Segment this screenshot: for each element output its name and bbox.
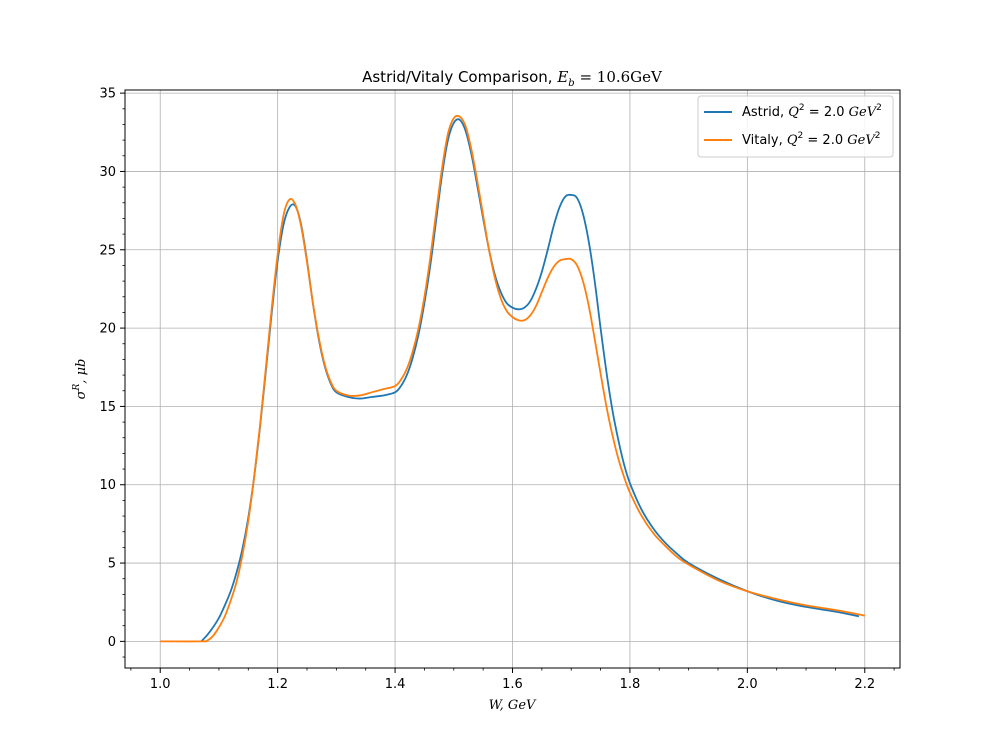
x-tick-label: 1.2 xyxy=(267,677,288,692)
legend-label-vitaly: Vitaly, Q2 = 2.0 GeV2 xyxy=(742,131,880,148)
y-tick-label: 20 xyxy=(99,322,116,337)
x-axis: 1.0 1.2 1.4 1.6 1.8 2.0 2.2 xyxy=(130,668,895,692)
series-layer xyxy=(160,114,865,643)
y-tick-label: 35 xyxy=(99,87,116,102)
legend: Astrid, Q2 = 2.0 GeV2 Vitaly, Q2 = 2.0 G… xyxy=(697,95,894,158)
x-tick-label: 2.2 xyxy=(854,677,875,692)
x-axis-label: W, GeV xyxy=(489,698,537,713)
legend-box xyxy=(697,95,894,158)
y-tick-label: 30 xyxy=(99,165,116,180)
legend-label-astrid: Astrid, Q2 = 2.0 GeV2 xyxy=(742,103,882,120)
y-tick-label: 0 xyxy=(108,635,116,650)
x-tick-label: 1.4 xyxy=(385,677,406,692)
x-tick-label: 2.0 xyxy=(737,677,758,692)
y-axis: 0 5 10 15 20 25 30 35 xyxy=(99,87,125,658)
y-tick-label: 25 xyxy=(99,243,116,258)
grid xyxy=(125,90,900,668)
series-line-vitaly xyxy=(160,114,865,643)
chart-title: Astrid/Vitaly Comparison, Eb = 10.6GeV xyxy=(362,68,663,89)
y-tick-label: 15 xyxy=(99,400,116,415)
y-tick-label: 5 xyxy=(108,557,116,572)
x-tick-label: 1.0 xyxy=(150,677,171,692)
y-axis-label: σR, μb xyxy=(72,359,89,400)
y-tick-label: 10 xyxy=(99,478,116,493)
x-tick-label: 1.6 xyxy=(502,677,523,692)
x-tick-label: 1.8 xyxy=(620,677,641,692)
